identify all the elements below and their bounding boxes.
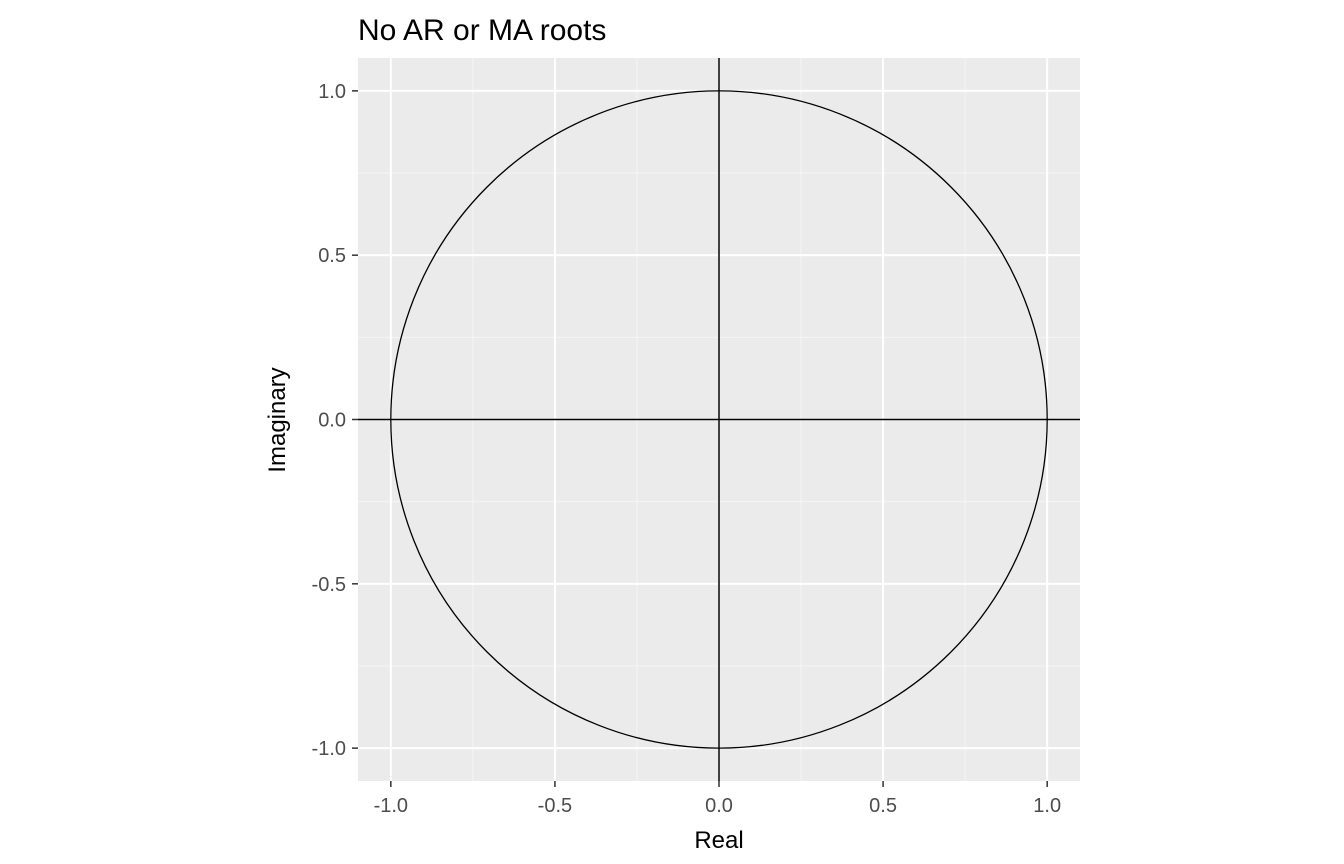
x-tick-label: 1.0 <box>1033 795 1061 817</box>
y-tick-label: 0.0 <box>318 410 346 432</box>
x-tick-label: -0.5 <box>538 795 572 817</box>
x-tick-label: 0.5 <box>869 795 897 817</box>
y-tick-label: 1.0 <box>318 81 346 103</box>
x-axis-title: Real <box>694 827 743 854</box>
chart-marks <box>358 58 1080 781</box>
x-tick-label: 0.0 <box>705 795 733 817</box>
y-axis: -1.0 -0.5 0.0 0.5 1.0 <box>312 81 358 760</box>
y-tick-label: 0.5 <box>318 245 346 267</box>
y-axis-title: Imaginary <box>264 367 291 472</box>
y-tick-label: -0.5 <box>312 574 346 596</box>
y-tick-label: -1.0 <box>312 738 346 760</box>
x-tick-label: -1.0 <box>374 795 408 817</box>
chart-title: No AR or MA roots <box>358 14 606 47</box>
x-axis: -1.0 -0.5 0.0 0.5 1.0 <box>374 781 1061 817</box>
